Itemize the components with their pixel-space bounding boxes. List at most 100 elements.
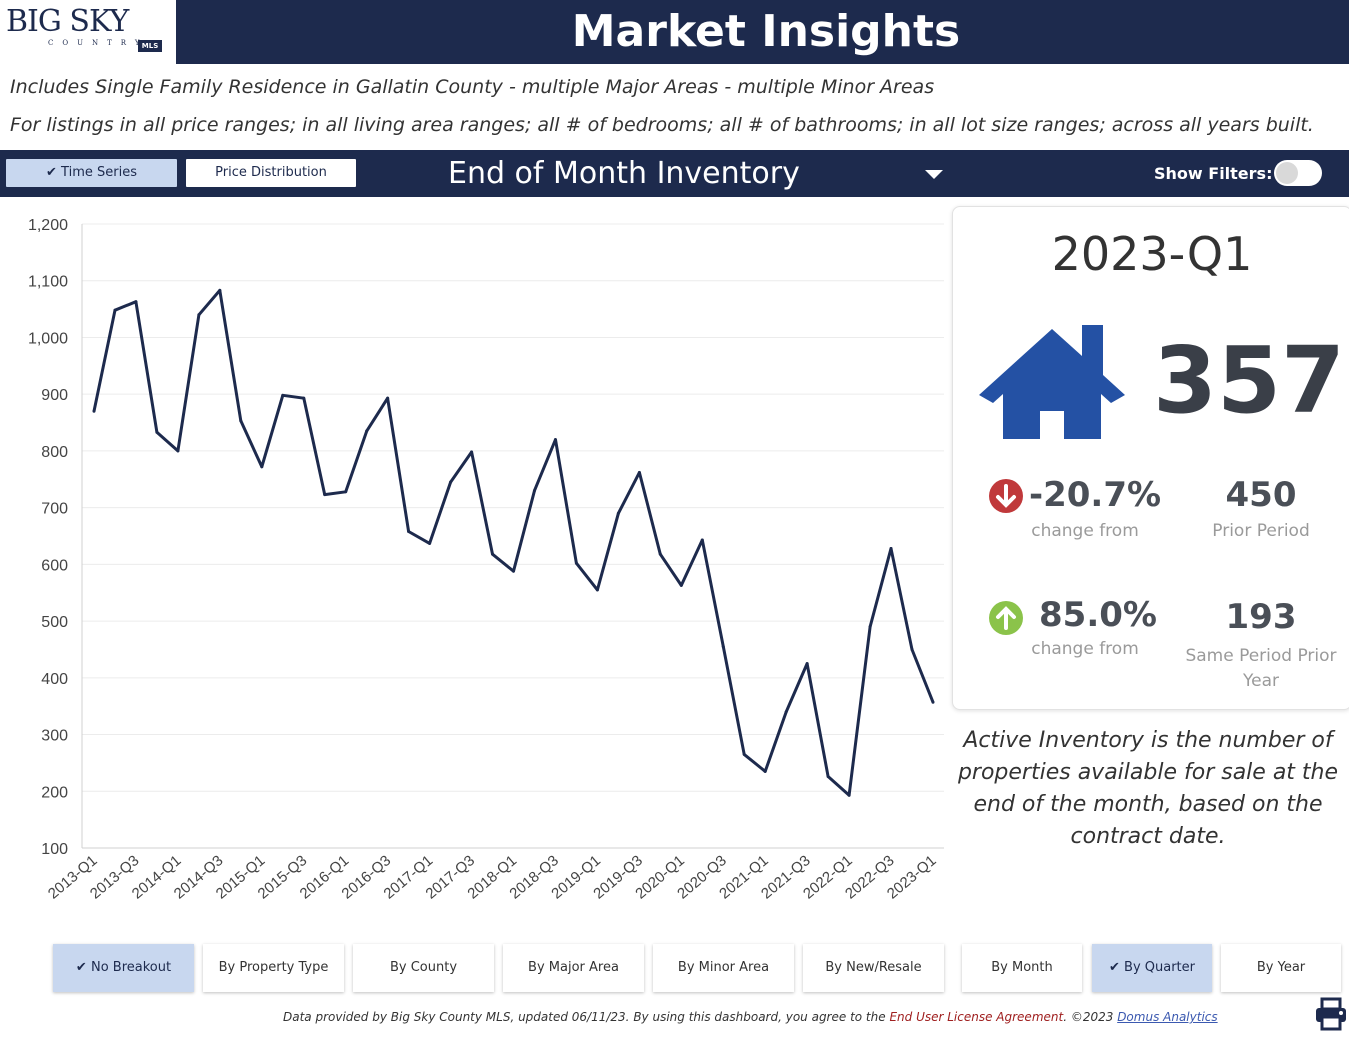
show-filters-label: Show Filters: <box>1154 164 1273 183</box>
kpi-period: 2023-Q1 <box>1051 227 1253 281</box>
inventory-series-line <box>92 288 935 797</box>
logo-subtitle: COUNTRY <box>48 39 149 47</box>
inventory-line-chart: 100 200 300 400 500 600 700 800 900 1,000 1,100 1,2… <box>28 217 944 903</box>
data-point <box>532 489 536 493</box>
series-points <box>92 288 935 797</box>
house-icon <box>979 325 1125 439</box>
data-point <box>889 546 893 550</box>
data-point <box>910 647 914 651</box>
data-point <box>260 465 264 469</box>
logo <box>0 0 176 64</box>
data-point <box>658 552 662 556</box>
price-distribution-button[interactable]: Price Distribution <box>186 159 356 187</box>
measure-label: End of Month Inventory <box>448 156 800 191</box>
y-tick-label: 900 <box>41 387 68 404</box>
y-tick-label: 800 <box>41 444 68 461</box>
data-point <box>428 541 432 545</box>
arrow-down-icon <box>989 479 1023 513</box>
data-point <box>574 561 578 565</box>
data-point <box>365 429 369 433</box>
change-prior-label: change from <box>1031 521 1139 541</box>
y-tick-label: 400 <box>41 671 68 688</box>
measure-dropdown[interactable]: End of Month Inventory <box>438 150 956 197</box>
data-point <box>197 313 201 317</box>
data-point <box>868 625 872 629</box>
show-filters-toggle[interactable] <box>1274 160 1322 186</box>
y-tick-label: 1,200 <box>28 217 68 234</box>
data-point <box>470 450 474 454</box>
chevron-down-icon <box>925 170 943 179</box>
data-point <box>931 700 935 704</box>
by-county-button[interactable]: By County <box>353 944 494 992</box>
data-point <box>218 288 222 292</box>
data-point <box>616 511 620 515</box>
data-point <box>449 480 453 484</box>
data-point <box>113 308 117 312</box>
check-icon: ✔ <box>75 960 87 975</box>
data-point <box>323 493 327 497</box>
change-year-pct: 85.0% <box>1039 595 1157 635</box>
data-point <box>679 583 683 587</box>
time-series-button[interactable]: ✔ Time Series <box>6 159 177 187</box>
inventory-description: Active Inventory is the number of proper… <box>957 728 1339 849</box>
data-point <box>700 538 704 542</box>
toggle-knob <box>1276 162 1298 184</box>
data-point <box>155 430 159 434</box>
data-point <box>763 769 767 773</box>
check-icon: ✔ <box>1108 960 1120 975</box>
no-breakout-button[interactable]: ✔ No Breakout <box>53 944 194 992</box>
y-tick-label: 300 <box>41 728 68 745</box>
by-quarter-label: By Quarter <box>1124 960 1195 975</box>
same-period-value: 193 <box>1225 597 1297 637</box>
y-tick-label: 1,100 <box>28 274 68 291</box>
check-icon: ✔ <box>46 165 57 180</box>
data-point <box>302 396 306 400</box>
x-axis-ticks: 2013-Q12013-Q32014-Q12014-Q32015-Q12015-… <box>45 852 940 903</box>
y-axis-ticks: 100 200 300 400 500 600 700 800 900 1,000 1,100 1,2… <box>28 217 68 858</box>
data-point <box>826 775 830 779</box>
no-breakout-label: No Breakout <box>90 960 172 975</box>
data-point <box>595 588 599 592</box>
description-line-1: Includes Single Family Residence in Gall… <box>10 76 935 98</box>
y-tick-label: 500 <box>41 614 68 631</box>
logo-badge: MLS <box>138 40 162 52</box>
y-tick-label: 100 <box>41 841 68 858</box>
data-point <box>637 470 641 474</box>
prior-period-value: 450 <box>1225 475 1297 515</box>
data-point <box>847 793 851 797</box>
by-year-button[interactable]: By Year <box>1221 944 1341 992</box>
by-month-button[interactable]: By Month <box>962 944 1082 992</box>
same-period-label: Same Period Prior Year <box>1171 644 1349 694</box>
y-tick-label: 200 <box>41 784 68 801</box>
same-period-label-line-2: Year <box>1243 671 1279 691</box>
by-minor-area-button[interactable]: By Minor Area <box>653 944 794 992</box>
data-point <box>721 645 725 649</box>
data-point <box>386 396 390 400</box>
description-line-2: For listings in all price ranges; in all… <box>10 114 1314 136</box>
footer: Data provided by Big Sky County MLS, upd… <box>283 1010 1349 1024</box>
y-tick-label: 700 <box>41 501 68 518</box>
y-tick-label: 1,000 <box>28 330 68 347</box>
data-point <box>281 393 285 397</box>
data-point <box>512 569 515 573</box>
data-point <box>344 490 348 494</box>
data-point <box>92 409 96 413</box>
kpi-value: 357 <box>1153 327 1346 434</box>
license-link[interactable]: End User License Agreement <box>889 1010 1064 1024</box>
data-point <box>176 449 180 453</box>
page-title: Market Insights <box>571 6 961 57</box>
print-icon[interactable] <box>1314 997 1348 1031</box>
logo-text: BIG SKY <box>6 4 129 39</box>
prior-period-label: Prior Period <box>1212 521 1310 541</box>
by-major-area-button[interactable]: By Major Area <box>503 944 644 992</box>
footer-copyright: . ©2023 <box>1063 1010 1118 1024</box>
by-quarter-button[interactable]: ✔ By Quarter <box>1092 944 1212 992</box>
y-tick-label: 600 <box>41 557 68 574</box>
by-property-type-button[interactable]: By Property Type <box>203 944 344 992</box>
by-new-resale-button[interactable]: By New/Resale <box>803 944 944 992</box>
title-bar <box>176 0 1349 64</box>
data-point <box>784 710 788 714</box>
company-link[interactable]: Domus Analytics <box>1117 1010 1218 1024</box>
data-point <box>553 438 557 442</box>
kpi-card: 2023-Q1 357 -20.7% change from 450 Prior… <box>952 206 1349 710</box>
